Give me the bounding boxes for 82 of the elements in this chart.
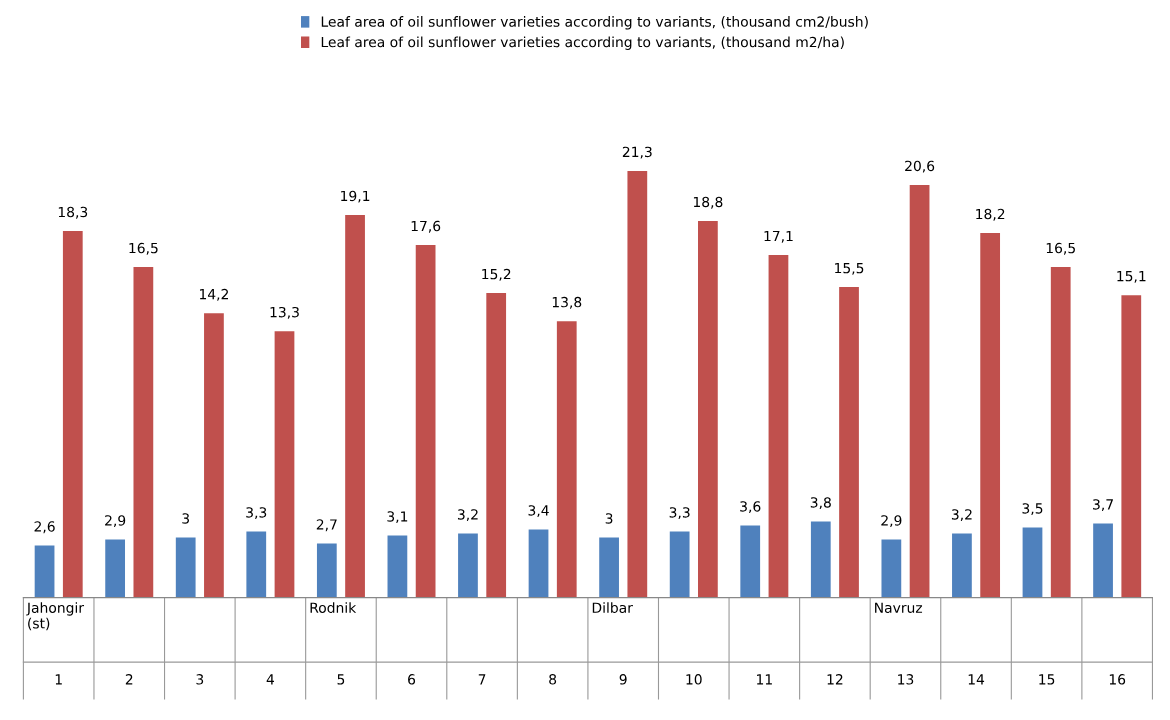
data-label: 2,6 [34, 521, 55, 534]
legend-label: Leaf area of oil sunflower varieties according to variants, (thousand m2/ha) [321, 36, 844, 50]
bar [1121, 295, 1142, 598]
data-label: 18,3 [58, 206, 88, 219]
data-label: 15,5 [835, 262, 864, 275]
data-label: 18,2 [976, 208, 1005, 221]
bar [881, 539, 902, 598]
x-tick-label: 10 [686, 674, 702, 685]
data-label: 15,1 [1117, 271, 1146, 283]
bar [698, 221, 718, 598]
data-label: 13,3 [270, 306, 299, 319]
data-label: 3 [605, 513, 613, 524]
bar [204, 313, 224, 598]
x-tick-label: 7 [478, 674, 486, 685]
data-label: 3,2 [457, 509, 478, 522]
bar [839, 287, 859, 598]
bar [486, 293, 507, 598]
data-label: 17,1 [764, 230, 793, 243]
data-label: 16,5 [129, 242, 158, 255]
x-tick-label: 14 [968, 674, 985, 685]
data-label: 3,3 [246, 507, 267, 520]
x-tick-label: 4 [266, 674, 275, 685]
x-tick-label: 2 [125, 674, 133, 685]
category-label: Dilbar 9 [592, 602, 633, 685]
bar [952, 533, 972, 598]
bar [62, 231, 83, 598]
bar [246, 531, 267, 598]
data-label: 15,2 [482, 268, 511, 281]
bar [387, 535, 408, 598]
bar [1022, 527, 1043, 598]
data-label: 13,8 [552, 296, 582, 309]
data-label: 18,8 [693, 196, 723, 209]
x-tick-label: 11 [757, 674, 772, 685]
data-label: 20,6 [905, 160, 935, 173]
data-label: 3,5 [1022, 503, 1043, 516]
bar [175, 537, 196, 598]
data-label: 2,7 [316, 519, 337, 532]
bar [669, 531, 690, 598]
data-label: 19,1 [341, 190, 370, 203]
data-label: 16,5 [1046, 242, 1075, 255]
data-label: 3,6 [740, 501, 761, 514]
x-tick-label: 16 [1109, 674, 1126, 685]
bar [105, 539, 126, 598]
bar [133, 267, 154, 598]
data-label: 3,8 [810, 497, 831, 510]
x-tick-label: 8 [549, 674, 557, 685]
legend-label: Leaf area of oil sunflower varieties according to variants, (thousand cm2/bush) [321, 16, 868, 30]
bar [528, 529, 549, 598]
data-label: 3 [182, 513, 190, 524]
bar [415, 245, 436, 598]
bar [810, 521, 831, 598]
x-tick-label: 15 [1039, 674, 1055, 685]
bar [274, 331, 295, 598]
data-label: 21,3 [622, 146, 652, 159]
category-label: Rodnik 5 [310, 602, 357, 685]
data-label: 3,1 [387, 511, 408, 524]
bar [768, 255, 789, 598]
bar [740, 525, 761, 598]
bar [627, 170, 648, 598]
bar [599, 537, 619, 598]
bar [316, 543, 337, 598]
bar [458, 533, 478, 598]
x-tick-label: 6 [408, 674, 416, 685]
data-label: 3,4 [528, 505, 549, 518]
data-label: 17,6 [411, 220, 441, 233]
category-label: Navruz 13 [875, 602, 923, 685]
category-label: Jahongir (st) 1 [26, 602, 85, 685]
x-tick-label: 12 [827, 674, 843, 685]
data-label: 3,3 [669, 507, 690, 520]
bar [980, 233, 1001, 598]
bar [909, 184, 930, 598]
data-label: 2,9 [105, 515, 126, 528]
bar [556, 321, 577, 598]
bar [345, 215, 365, 598]
bar [34, 545, 55, 598]
x-tick-label: 3 [196, 674, 204, 685]
bar [1093, 523, 1113, 598]
bar [1050, 267, 1071, 598]
data-label: 2,9 [881, 515, 902, 528]
data-label: 3,2 [951, 509, 972, 522]
data-label: 3,7 [1093, 499, 1113, 512]
data-label: 14,2 [199, 288, 228, 301]
